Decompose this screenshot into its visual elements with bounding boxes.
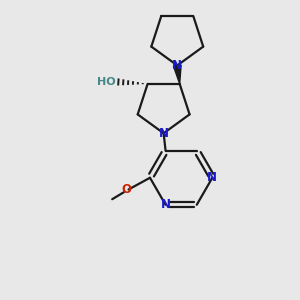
Text: O: O bbox=[122, 183, 132, 196]
Polygon shape bbox=[173, 65, 181, 84]
Text: N: N bbox=[207, 171, 217, 184]
Text: N: N bbox=[159, 127, 169, 140]
Text: N: N bbox=[172, 59, 182, 72]
Text: HO: HO bbox=[97, 77, 115, 87]
Text: N: N bbox=[160, 198, 171, 211]
